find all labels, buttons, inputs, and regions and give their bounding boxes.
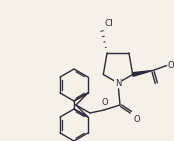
Polygon shape bbox=[132, 70, 153, 76]
Text: OH: OH bbox=[168, 61, 174, 70]
Text: O: O bbox=[134, 115, 141, 124]
Text: O: O bbox=[102, 98, 108, 107]
Text: Cl: Cl bbox=[104, 19, 113, 28]
Text: N: N bbox=[115, 79, 121, 88]
